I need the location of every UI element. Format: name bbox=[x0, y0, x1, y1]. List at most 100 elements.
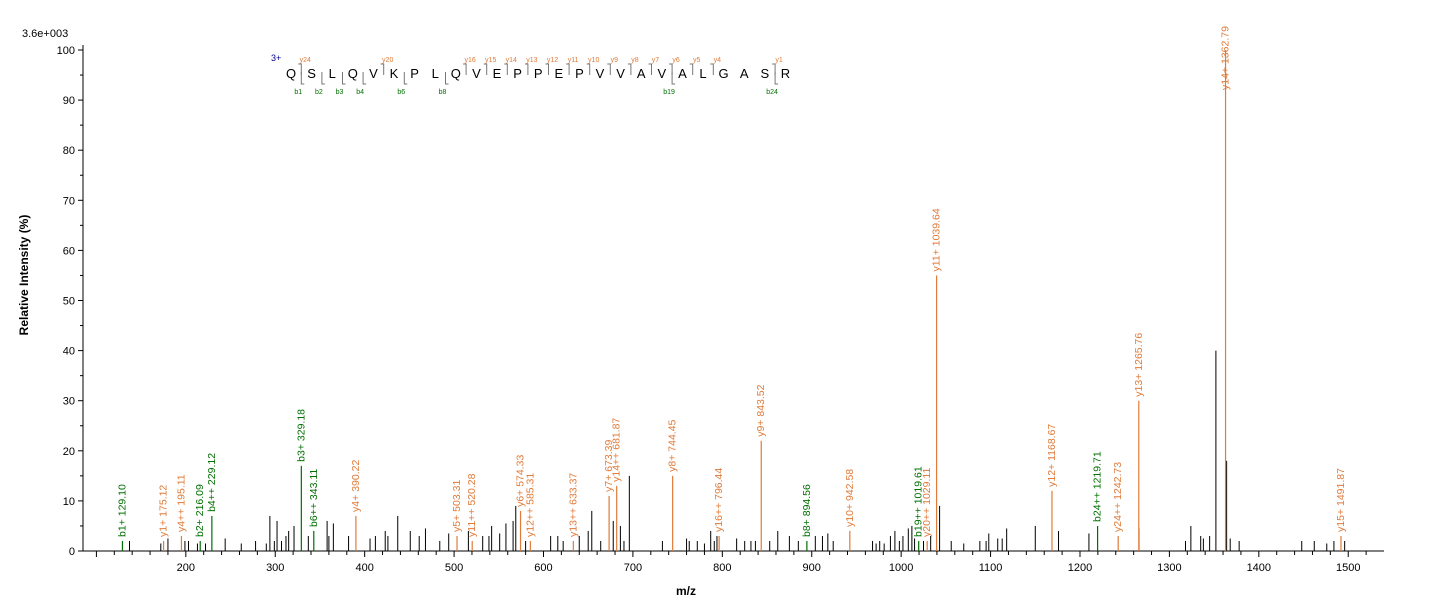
peak-label: y11++ 520.28 bbox=[466, 473, 478, 537]
b-ion-index: b4 bbox=[356, 89, 364, 96]
peak-label: b24++ 1219.71 bbox=[1092, 451, 1104, 522]
sequence-residue: S bbox=[760, 66, 769, 81]
y-tick-label: 30 bbox=[63, 396, 75, 408]
x-tick-label: 200 bbox=[177, 562, 195, 574]
y-ion-index: y24 bbox=[300, 57, 311, 64]
b-ion-bracket bbox=[362, 72, 367, 85]
charge-label: 3+ bbox=[271, 53, 281, 63]
peak-label: y15+ 1491.87 bbox=[1335, 468, 1347, 532]
peak-label: b2+ 216.09 bbox=[194, 484, 206, 537]
y-ion-bracket bbox=[772, 63, 776, 75]
x-tick-label: 1200 bbox=[1068, 562, 1092, 574]
peak-labels-layer: b1+ 129.10 y1+ 175.12 y4++ 195.11 b2+ 216.0… bbox=[116, 26, 1347, 537]
peak-label: y11+ 1039.64 bbox=[931, 208, 943, 271]
y-tick-label: 70 bbox=[63, 195, 75, 207]
b-ion-index: b24 bbox=[766, 89, 778, 96]
sequence-residue: V bbox=[616, 66, 625, 81]
y-ion-index: y10 bbox=[588, 57, 599, 64]
peak-label: y13++ 633.37 bbox=[567, 473, 579, 537]
y-ion-index: y11 bbox=[568, 57, 579, 64]
peak-label: y20++ 1029.11 bbox=[921, 468, 933, 537]
y-ion-index: y7 bbox=[652, 57, 660, 64]
y-ion-bracket bbox=[710, 63, 714, 75]
peak-label: b6++ 343.11 bbox=[308, 469, 320, 527]
peak-label: y10+ 942.58 bbox=[844, 469, 856, 527]
b-ion-index: b2 bbox=[315, 89, 323, 96]
sequence-residue: V bbox=[369, 66, 378, 81]
peak-label: y14+ 1362.79 bbox=[1220, 26, 1232, 90]
y-ion-index: y1 bbox=[775, 57, 783, 64]
y-ion-bracket bbox=[483, 63, 488, 75]
b-ion-bracket bbox=[300, 72, 305, 85]
peak-label: y9+ 843.52 bbox=[755, 384, 767, 436]
b-ion-bracket bbox=[342, 72, 346, 85]
sequence-residue: P bbox=[513, 66, 522, 81]
b-ion-index: b1 bbox=[294, 89, 302, 96]
sequence-residue: Q bbox=[286, 66, 296, 81]
y-ion-index: y16 bbox=[464, 57, 475, 64]
x-tick-label: 1100 bbox=[979, 562, 1003, 574]
y-tick-label: 80 bbox=[63, 145, 75, 157]
sequence-residue: L bbox=[699, 66, 706, 81]
sequence-residue: K bbox=[390, 66, 399, 81]
b-ion-index: b19 bbox=[663, 89, 675, 96]
y-ion-index: y15 bbox=[485, 57, 496, 64]
x-tick-label: 700 bbox=[624, 562, 642, 574]
y-ion-bracket bbox=[627, 63, 632, 75]
peaks-layer bbox=[121, 50, 1346, 551]
peak-label: y7+ 673.39 bbox=[603, 439, 615, 491]
x-tick-label: 900 bbox=[803, 562, 821, 574]
sequence-residue: R bbox=[781, 66, 790, 81]
x-axis: 200 300 400 500 600 700 800 900 1000 1100 1200 1300… bbox=[83, 550, 1384, 574]
y-tick-label: 100 bbox=[57, 45, 75, 57]
peak-label: y4++ 195.11 bbox=[175, 474, 187, 532]
peak-label: y6+ 574.33 bbox=[515, 455, 527, 507]
b-ion-bracket bbox=[445, 72, 449, 85]
b-ion-bracket bbox=[321, 72, 325, 85]
y-ion-bracket bbox=[689, 63, 694, 75]
peak-label: y8+ 744.45 bbox=[667, 419, 679, 471]
peak-label: y14++ 681.87 bbox=[611, 417, 623, 481]
peak-label: y4+ 390.22 bbox=[350, 460, 362, 512]
peak-label: b19++ 1019.61 bbox=[913, 466, 925, 537]
y-ion-bracket bbox=[524, 63, 529, 75]
x-tick-label: 800 bbox=[713, 562, 731, 574]
sequence-residue: V bbox=[596, 66, 605, 81]
x-tick-label: 300 bbox=[266, 562, 284, 574]
y-ion-bracket bbox=[669, 63, 673, 75]
peak-label: y12++ 585.31 bbox=[524, 473, 536, 537]
sequence-residue: L bbox=[432, 66, 439, 81]
b-ion-bracket bbox=[403, 72, 408, 85]
sequence-residue: E bbox=[554, 66, 563, 81]
intensity-scale-label: 3.6e+003 bbox=[22, 28, 68, 40]
b-ion-index: b6 bbox=[397, 89, 405, 96]
sequence-residue: S bbox=[307, 66, 316, 81]
y-ion-index: y8 bbox=[631, 57, 639, 64]
sequence-residue: Q bbox=[451, 66, 461, 81]
sequence-residue: A bbox=[637, 66, 646, 81]
sequence-residue: P bbox=[534, 66, 543, 81]
y-ion-bracket bbox=[586, 63, 591, 75]
b-ion-index: b3 bbox=[336, 89, 344, 96]
peak-label: y5+ 503.31 bbox=[451, 480, 463, 532]
sequence-residue: G bbox=[719, 66, 729, 81]
x-tick-label: 400 bbox=[355, 562, 373, 574]
y-ion-index: y5 bbox=[693, 57, 701, 64]
y-ion-bracket bbox=[545, 63, 549, 75]
x-tick-label: 1000 bbox=[889, 562, 913, 574]
y-ion-bracket bbox=[648, 63, 652, 75]
sequence-residue: Q bbox=[348, 66, 358, 81]
peak-label: y24++ 1242.73 bbox=[1112, 462, 1124, 532]
y-tick-label: 40 bbox=[63, 346, 75, 358]
peak-label: b3+ 329.18 bbox=[295, 409, 307, 462]
sequence-residue: P bbox=[410, 66, 419, 81]
y-ion-bracket bbox=[380, 63, 385, 75]
x-tick-label: 1300 bbox=[1157, 562, 1181, 574]
sequence-residue: A bbox=[740, 66, 749, 81]
y-ion-index: y9 bbox=[611, 57, 619, 64]
y-ion-bracket bbox=[607, 63, 611, 75]
sequence-residue: V bbox=[472, 66, 481, 81]
sequence-residue: A bbox=[678, 66, 687, 81]
y-ion-bracket bbox=[566, 63, 570, 75]
